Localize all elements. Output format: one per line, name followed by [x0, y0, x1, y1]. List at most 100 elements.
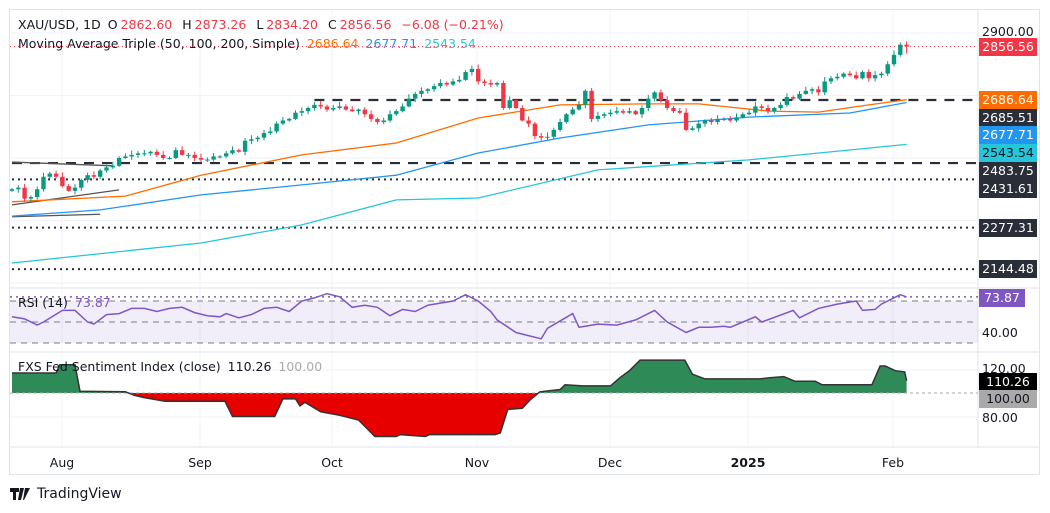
price-badge: 2685.51 — [979, 109, 1037, 127]
candle-body — [236, 150, 241, 152]
candle-body — [91, 175, 97, 177]
rsi-tick: 40.00 — [982, 325, 1018, 340]
candle-body — [595, 115, 601, 119]
candle-body — [129, 154, 134, 157]
candle-body — [318, 104, 323, 107]
fsi-legend[interactable]: FXS Fed Sentiment Index (close) 110.26 1… — [18, 359, 325, 374]
candle-body — [507, 100, 512, 108]
candle-body — [148, 151, 153, 154]
price-badge: 2856.56 — [979, 38, 1037, 56]
time-label-2025: 2025 — [730, 455, 766, 470]
ma50-line — [11, 99, 907, 203]
candle-body — [576, 104, 582, 110]
symbol-name: XAU/USD, 1D — [18, 17, 101, 32]
candle-body — [734, 117, 739, 121]
candle-body — [400, 106, 405, 112]
candle-body — [53, 173, 59, 177]
candle-body — [413, 93, 418, 99]
candle-body — [570, 109, 575, 115]
candle-body — [557, 122, 563, 130]
candle-body — [841, 73, 846, 77]
candle-body — [677, 111, 682, 113]
candle-body — [898, 44, 903, 55]
candle-body — [671, 108, 676, 112]
rsi-value-badge: 73.87 — [979, 289, 1025, 307]
open-value: 2862.60 — [120, 17, 173, 32]
fsi-value: 110.26 — [227, 359, 272, 374]
trendline — [11, 161, 113, 167]
candle-body — [457, 79, 462, 82]
tradingview-logo[interactable]: TradingView — [10, 486, 122, 502]
candle-body — [98, 170, 103, 177]
ma-legend[interactable]: Moving Average Triple (50, 100, 200, Sim… — [18, 36, 479, 51]
candle-body — [646, 98, 651, 108]
open-label: O — [107, 17, 118, 32]
time-label-oct: Oct — [321, 455, 343, 470]
candle-body — [66, 186, 71, 191]
candle-body — [539, 136, 544, 138]
candle-body — [438, 83, 443, 87]
rsi-legend[interactable]: RSI (14) 73.87 — [18, 295, 114, 310]
symbol-legend: XAU/USD, 1D O 2862.60 H 2873.26 L 2834.20 C… — [18, 17, 507, 32]
candle-body — [803, 90, 808, 94]
candle-body — [381, 120, 386, 123]
candle-body — [784, 97, 790, 105]
candle-body — [482, 81, 487, 83]
candle-body — [356, 109, 361, 112]
candle-body — [746, 112, 752, 115]
candle-body — [255, 137, 260, 140]
candle-body — [179, 150, 185, 155]
candle-body — [419, 90, 424, 94]
candle-body — [431, 86, 437, 90]
candle-body — [450, 81, 456, 85]
fsi-negative-area — [12, 393, 907, 437]
candle-body — [702, 120, 708, 124]
candle-body — [772, 108, 777, 112]
candle-body — [425, 89, 430, 91]
trendline — [11, 213, 101, 218]
candle-body — [104, 167, 109, 171]
candle-body — [287, 118, 292, 121]
candle-body — [198, 158, 204, 160]
time-label-aug: Aug — [49, 455, 75, 470]
candle-body — [602, 114, 607, 116]
candle-body — [368, 114, 374, 119]
candle-body — [721, 118, 727, 120]
candle-body — [331, 108, 336, 110]
price-badge: 2483.75 — [979, 162, 1037, 180]
candle-body — [860, 72, 865, 79]
candle-body — [583, 90, 588, 105]
ma200-value: 2543.54 — [424, 36, 476, 51]
candle-body — [362, 109, 367, 115]
candle-body — [791, 97, 796, 99]
price-badge: 2277.31 — [979, 219, 1037, 237]
candle-body — [822, 81, 827, 93]
candle-body — [224, 153, 229, 157]
candle-body — [211, 156, 216, 160]
candle-body — [28, 197, 34, 199]
candle-body — [872, 75, 878, 79]
fsi-tick-low: 80.00 — [982, 410, 1018, 425]
high-value: 2873.26 — [194, 17, 247, 32]
price-badge: 2686.64 — [979, 91, 1037, 109]
candle-body — [759, 106, 764, 108]
price-tick: 2900.00 — [982, 24, 1034, 39]
candle-body — [217, 156, 223, 158]
candle-body — [494, 83, 500, 85]
candle-body — [135, 153, 141, 155]
rsi-value: 73.87 — [74, 295, 111, 310]
tradingview-logo-icon — [10, 488, 30, 500]
candle-body — [847, 73, 853, 76]
candle-body — [740, 114, 745, 118]
candle-body — [526, 120, 531, 124]
candle-body — [683, 112, 689, 130]
fsi-baseline-badge: 100.00 — [979, 390, 1037, 408]
fsi-title: FXS Fed Sentiment Index (close) — [18, 359, 221, 374]
fsi-tick-high: 120.00 — [982, 361, 1026, 376]
candle-body — [337, 106, 342, 108]
candle-body — [891, 54, 897, 65]
change-value: −6.08 (−0.21%) — [401, 17, 504, 32]
candle-body — [324, 106, 330, 110]
candle-body — [375, 118, 380, 123]
